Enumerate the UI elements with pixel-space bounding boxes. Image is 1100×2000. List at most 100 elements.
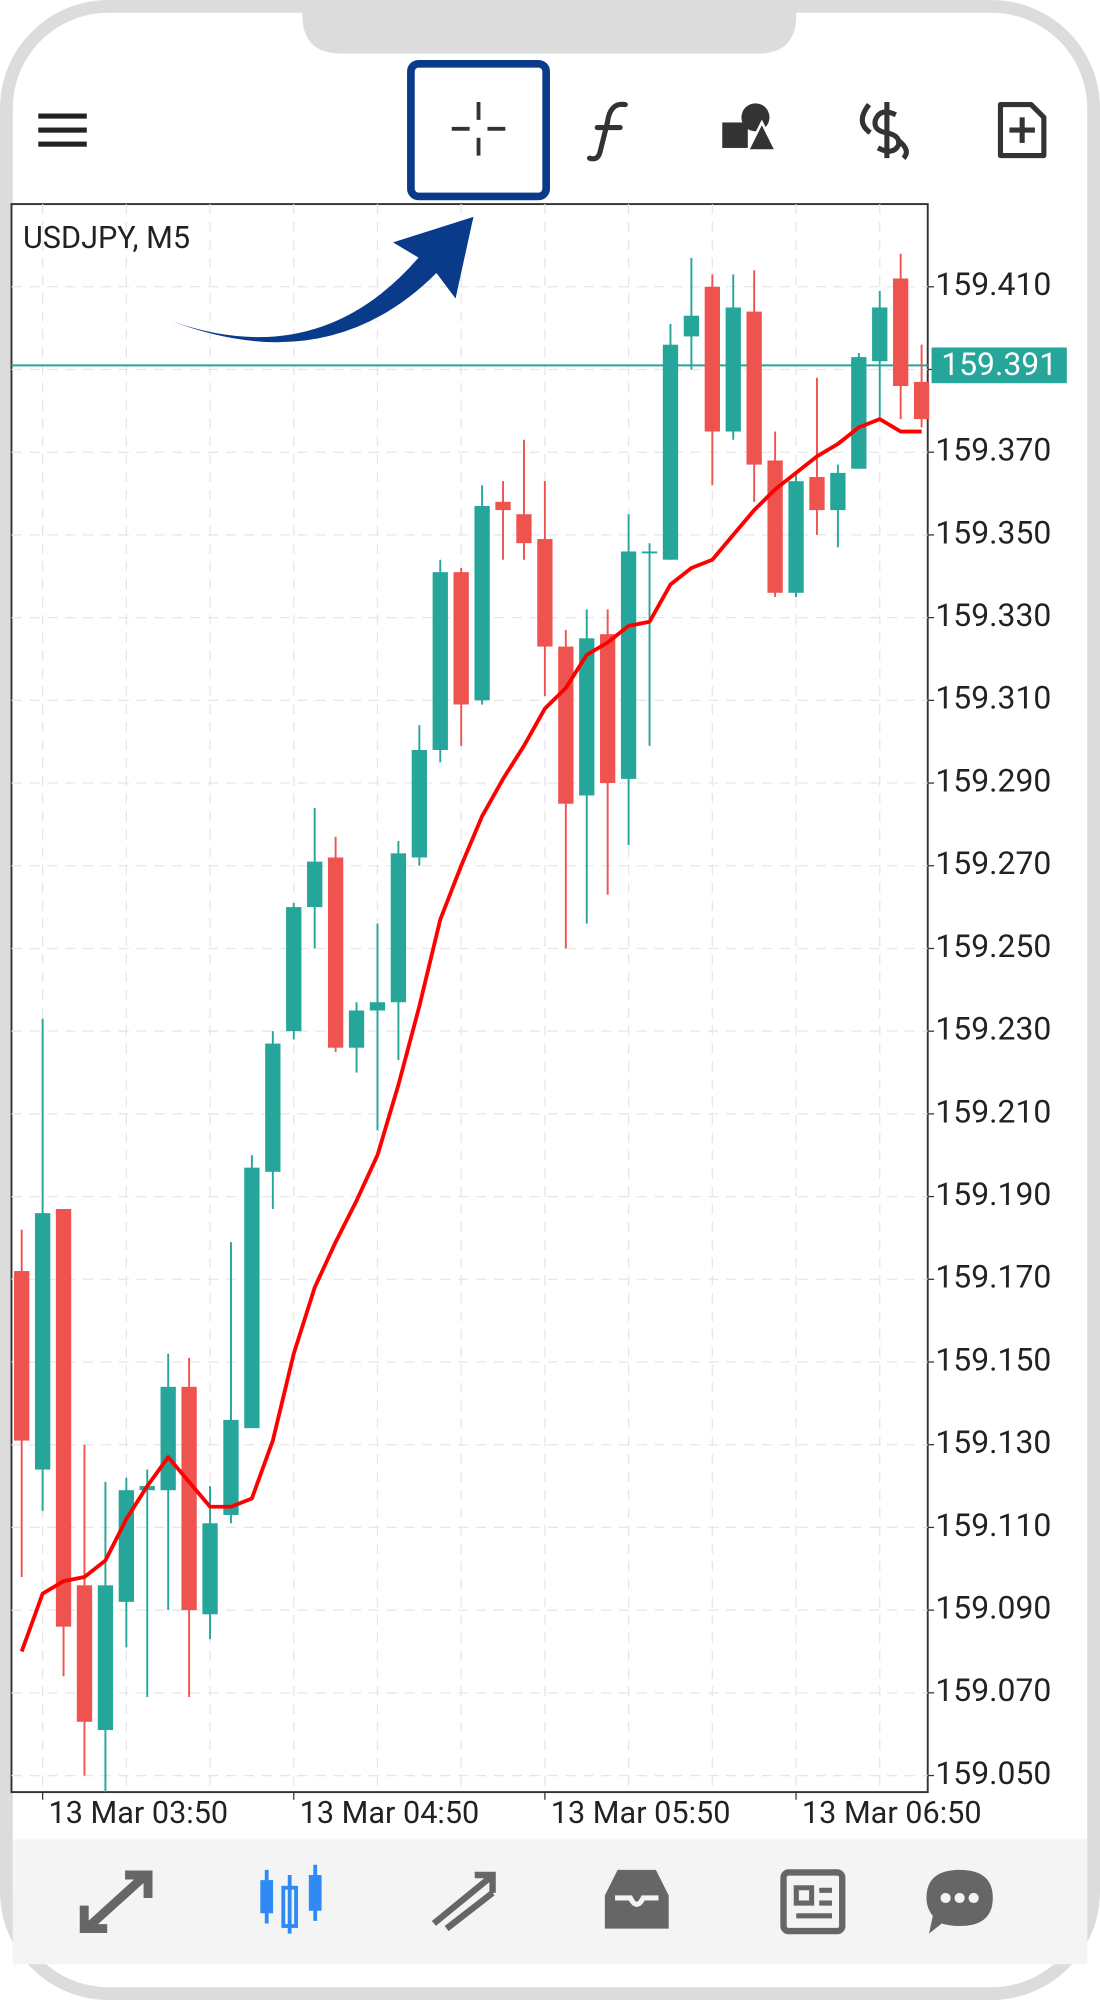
candle-body (600, 634, 616, 784)
candle-body (55, 1208, 72, 1627)
y-tick-label: 159.110 (935, 1506, 1051, 1544)
menu-bar (38, 141, 87, 147)
candle-body (851, 357, 867, 469)
bottom-nav (12, 1839, 1088, 1965)
candle-body (118, 1490, 134, 1602)
icon-shape (745, 119, 778, 152)
nav-news[interactable] (780, 1869, 846, 1935)
crosshair-icon (451, 102, 506, 156)
y-tick-label: 159.050 (935, 1754, 1051, 1792)
icon-shape (722, 122, 748, 148)
candle-body (348, 1010, 365, 1048)
y-tick-label: 159.190 (935, 1175, 1051, 1213)
new-order-button[interactable] (997, 102, 1047, 159)
y-tick-label: 159.250 (935, 927, 1051, 965)
y-tick-label: 159.090 (935, 1589, 1051, 1627)
candle-body (558, 646, 574, 804)
axis-labels: 159.410 159.370 159.350 159.330 159.310 159.2… (41, 265, 1067, 1831)
y-tick-label: 159.230 (935, 1010, 1051, 1048)
x-tick-label: 13 Mar 06:50 (802, 1796, 982, 1831)
candle-body (725, 307, 741, 432)
y-tick-label: 159.310 (935, 679, 1051, 717)
candle-body (327, 857, 344, 1048)
candle-body (432, 572, 448, 750)
chart-marks (11, 253, 930, 1793)
candle-body (14, 1271, 30, 1441)
candle-body (662, 344, 679, 560)
highlight-box (407, 59, 550, 201)
y-tick-label: 159.290 (935, 761, 1051, 799)
candle-body (913, 381, 930, 420)
nav-icon (780, 1869, 846, 1935)
x-tick-label: 13 Mar 05:50 (551, 1796, 731, 1831)
nav-icon (968, 1892, 979, 1904)
chart-title: USDJPY, M5 (23, 221, 190, 256)
notch (302, 0, 797, 54)
candle-body (307, 861, 323, 908)
moving-average (19, 417, 922, 1653)
nav-history[interactable] (604, 1869, 669, 1929)
candle-body (202, 1523, 218, 1615)
y-tick-label: 159.410 (935, 265, 1051, 303)
annotation-arrow (172, 216, 474, 343)
candle-body (34, 1213, 51, 1470)
nav-icon (79, 1870, 153, 1934)
candle-body (683, 315, 700, 337)
nav-chart[interactable] (260, 1864, 322, 1934)
icon-shape (1009, 117, 1035, 143)
y-tick-label: 159.070 (935, 1671, 1051, 1709)
icon-shape (997, 102, 1047, 159)
y-tick-label: 159.150 (935, 1340, 1051, 1378)
candle-body (620, 551, 637, 779)
candle-body (411, 749, 427, 858)
x-tick-label: 13 Mar 04:50 (300, 1796, 480, 1831)
y-tick-label: 159.330 (935, 596, 1051, 634)
nav-quotes[interactable] (79, 1870, 153, 1934)
candle-body (746, 311, 762, 465)
candle-body (788, 481, 804, 593)
crosshair-button[interactable] (451, 102, 506, 156)
indicator-button[interactable] (587, 101, 628, 162)
candle-body (265, 1043, 281, 1172)
menu-bar (38, 127, 87, 133)
menu-button[interactable] (38, 113, 87, 147)
objects-button[interactable] (722, 103, 778, 152)
candle-body (893, 278, 909, 387)
nav-icon (793, 1885, 833, 1919)
candle-body (872, 307, 888, 362)
nav-chat[interactable] (926, 1869, 993, 1934)
candle-body (641, 551, 658, 554)
nav-icon (940, 1892, 951, 1904)
candle-body (76, 1585, 93, 1722)
candle-body (809, 477, 825, 511)
candle-body (537, 539, 553, 647)
candle-body (579, 638, 595, 796)
trade-button[interactable] (859, 102, 909, 160)
y-tick-label: 159.370 (935, 431, 1051, 469)
menu-bar (38, 113, 87, 119)
candle-body (181, 1386, 197, 1611)
nav-icon (264, 1864, 318, 1934)
candle-body (97, 1585, 114, 1731)
y-tick-label: 159.350 (935, 513, 1051, 551)
nav-icon (604, 1869, 669, 1929)
y-tick-label: 159.130 (935, 1423, 1051, 1461)
candle-body (453, 572, 469, 705)
candle-body (830, 472, 846, 511)
candle-body (474, 505, 490, 701)
candle-body (286, 907, 302, 1032)
y-tick-label: 159.170 (935, 1258, 1051, 1296)
current-price-label: 159.391 (941, 345, 1057, 383)
nav-icon (954, 1892, 965, 1904)
y-tick-label: 159.270 (935, 844, 1051, 882)
x-tick-label: 13 Mar 03:50 (49, 1796, 229, 1831)
icon-shape (872, 102, 902, 159)
candle-body (704, 286, 720, 432)
current-price-tag (931, 347, 1067, 384)
nav-icon (615, 1895, 659, 1907)
nav-icon (431, 1871, 496, 1932)
candle-body (495, 501, 511, 511)
nav-trade[interactable] (431, 1871, 496, 1932)
